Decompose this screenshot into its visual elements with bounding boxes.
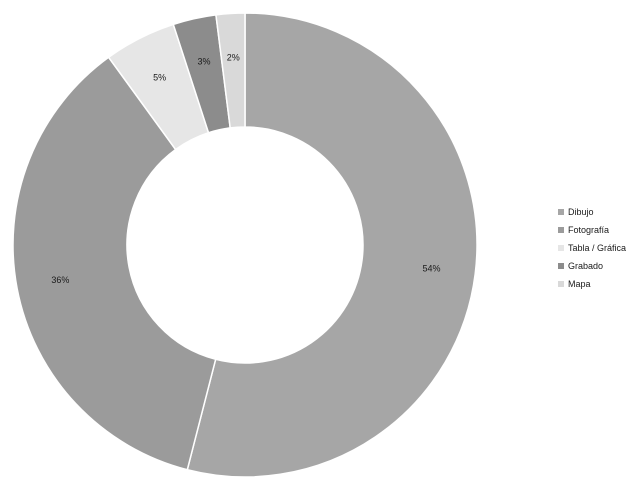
legend-swatch-mapa bbox=[558, 281, 564, 287]
legend-label-tabla-grafica: Tabla / Gráfica bbox=[568, 243, 627, 253]
legend-swatch-grabado bbox=[558, 263, 564, 269]
slice-fotografia bbox=[12, 56, 217, 471]
legend-item-mapa: Mapa bbox=[558, 275, 628, 293]
slice-label-fotografia: 36% bbox=[51, 275, 69, 285]
legend-label-mapa: Mapa bbox=[568, 279, 591, 289]
slice-label-dibujo: 54% bbox=[423, 264, 441, 274]
legend-label-grabado: Grabado bbox=[568, 261, 604, 271]
legend-label-dibujo: Dibujo bbox=[568, 207, 594, 217]
legend-swatch-fotografia bbox=[558, 227, 564, 233]
slice-label-grabado: 3% bbox=[197, 57, 210, 67]
legend-swatch-dibujo bbox=[558, 209, 564, 215]
slice-label-tabla-grafica: 5% bbox=[153, 72, 166, 82]
donut-chart: 54% 36% 5% 3% 2% bbox=[12, 12, 478, 478]
slice-dibujo bbox=[186, 12, 478, 478]
slice-label-mapa: 2% bbox=[227, 52, 240, 62]
legend-item-tabla-grafica: Tabla / Gráfica bbox=[558, 239, 628, 257]
legend-label-fotografia: Fotografía bbox=[568, 225, 610, 235]
legend-item-fotografia: Fotografía bbox=[558, 221, 628, 239]
legend-item-grabado: Grabado bbox=[558, 257, 628, 275]
slice-mapa bbox=[215, 12, 246, 129]
legend-item-dibujo: Dibujo bbox=[558, 203, 628, 221]
chart-legend: Dibujo Fotografía Tabla / Gráfica Grabad… bbox=[558, 203, 628, 293]
legend-swatch-tabla-grafica bbox=[558, 245, 564, 251]
